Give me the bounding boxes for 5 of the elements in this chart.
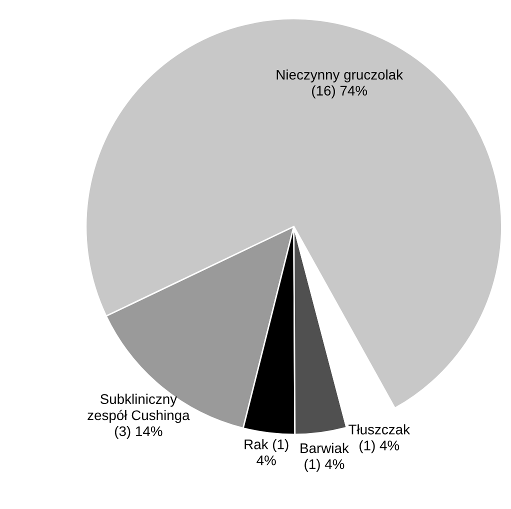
slice-label: Rak (1) 4% [244, 439, 288, 466]
slice-label: Tłuszczak (1) 4% [348, 424, 410, 454]
slice-label: Subkliniczny zespół Cushinga (3) 14% [88, 394, 190, 439]
slice-label: Barwiak (1) 4% [300, 442, 349, 472]
slice-label: Nieczynny gruczolak (16) 74% [276, 69, 404, 98]
